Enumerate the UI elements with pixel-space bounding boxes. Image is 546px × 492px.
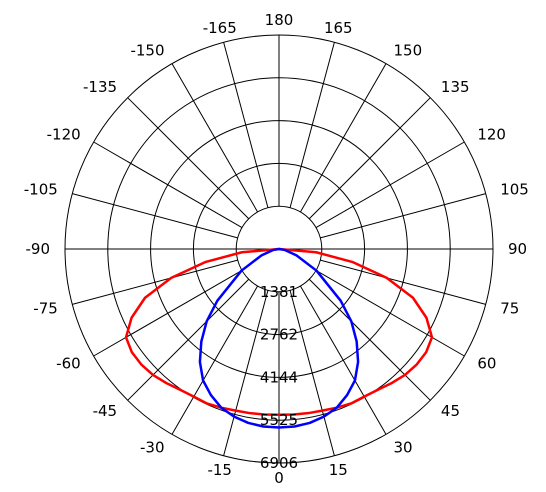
grid-spoke-60: [315, 269, 465, 357]
radial-tick-label: 2762: [260, 326, 298, 344]
angle-tick-label: -120: [47, 126, 81, 144]
grid-spoke-m150: [171, 63, 259, 213]
grid-spoke-135: [308, 97, 431, 220]
angle-labels: 180 1651501351201059075604530150-15-30-45…: [24, 11, 529, 487]
grid-spoke-m165: [223, 42, 269, 208]
grid-spoke-m120: [93, 141, 243, 229]
angle-tick-label: -75: [33, 299, 58, 317]
series-curve-1: [124, 247, 434, 417]
angle-tick-label: 75: [500, 299, 519, 317]
radial-tick-label: 5525: [260, 411, 298, 429]
series-curve-2: [198, 247, 360, 429]
angle-tick-label: -60: [56, 355, 81, 373]
angle-tick-label: 165: [324, 19, 353, 37]
angle-tick-label: -90: [26, 240, 51, 258]
angle-tick-label: 105: [500, 181, 529, 199]
grid-spoke-150: [299, 63, 387, 213]
grid-spoke-15: [289, 290, 335, 456]
grid-spoke-120: [315, 141, 465, 229]
angle-tick-label: 180: [265, 11, 294, 29]
angle-tick-label: 45: [441, 402, 460, 420]
angle-tick-label: 90: [508, 240, 527, 258]
grid-spoke-m60: [93, 269, 243, 357]
grid-spoke-105: [320, 193, 486, 239]
grid-spoke-m15: [223, 290, 269, 456]
radial-tick-label: 6906: [260, 454, 298, 472]
grid-spoke-m75: [72, 259, 238, 305]
grid-spoke-30: [299, 285, 387, 435]
angle-tick-label: 60: [477, 355, 496, 373]
angle-tick-label: -15: [207, 461, 232, 479]
angle-tick-label: 30: [394, 438, 413, 456]
grid-spoke-165: [289, 42, 335, 208]
angle-tick-label: 135: [441, 78, 470, 96]
angle-tick-label: -150: [130, 42, 164, 60]
angle-tick-label: -165: [203, 19, 237, 37]
radial-tick-label: 4144: [260, 368, 298, 386]
grid-spoke-m135: [127, 97, 250, 220]
grid-spokes: [72, 35, 486, 463]
grid-spoke-75: [320, 259, 486, 305]
angle-tick-label: 0: [274, 469, 284, 487]
grid-spoke-m105: [72, 193, 238, 239]
grid-spoke-m45: [127, 278, 250, 401]
angle-tick-label: 150: [394, 42, 423, 60]
radial-labels: 1381 2762 4144 5525 6906: [260, 283, 298, 472]
series-layer: [124, 247, 434, 429]
angle-tick-label: -30: [140, 438, 165, 456]
angle-tick-label: -45: [93, 402, 118, 420]
grid-spoke-45: [308, 278, 431, 401]
grid-spoke-m30: [171, 285, 259, 435]
angle-tick-label: 120: [477, 126, 506, 144]
angle-tick-label: -135: [83, 78, 117, 96]
angle-tick-label: -105: [24, 181, 58, 199]
angle-tick-label: 15: [329, 461, 348, 479]
radial-tick-label: 1381: [260, 283, 298, 301]
